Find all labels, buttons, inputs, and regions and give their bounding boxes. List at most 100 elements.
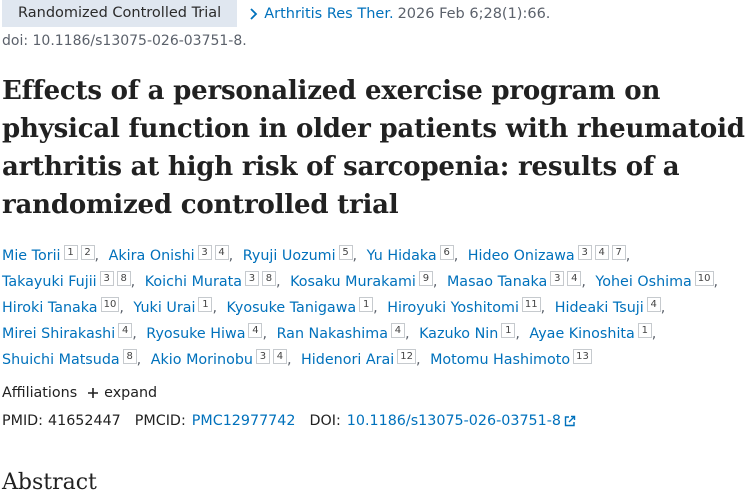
affiliation-number: 8: [261, 271, 276, 286]
affiliation-number: 4: [272, 349, 287, 364]
author: Ryuji Uozumi 5: [242, 245, 362, 264]
affiliation-number: 4: [118, 323, 133, 338]
author-name[interactable]: Kazuko Nin: [419, 326, 499, 342]
affiliation-number: 10: [694, 271, 714, 286]
affiliation-number: 13: [573, 349, 592, 364]
identifiers: PMID: 41652447 PMCID: PMC12977742 DOI: 1…: [2, 413, 576, 429]
affiliation-number: 4: [594, 245, 609, 260]
affiliations-toggle[interactable]: Affiliations expand: [2, 385, 157, 401]
affiliation-number: 8: [122, 349, 137, 364]
article-title: Effects of a personalized exercise progr…: [2, 76, 745, 220]
affiliation-number: 4: [214, 245, 229, 260]
author-name[interactable]: Kyosuke Tanigawa: [226, 300, 357, 316]
author: Motomu Hashimoto 13: [430, 349, 592, 368]
author-name[interactable]: Motomu Hashimoto: [430, 352, 571, 368]
affiliation-number: 4: [646, 297, 661, 312]
affiliation-number: 4: [390, 323, 405, 338]
affiliation-number: 3: [550, 271, 565, 286]
author: Hiroki Tanaka 10: [2, 297, 129, 316]
affiliation-number: 3: [255, 349, 270, 364]
affiliation-number: 1: [63, 245, 78, 260]
external-link-icon: [564, 415, 576, 427]
author-name[interactable]: Yohei Oshima: [595, 274, 692, 290]
citation-bar: Randomized Controlled Trial Arthritis Re…: [2, 0, 550, 27]
author: Kyosuke Tanigawa 1: [226, 297, 383, 316]
author-name[interactable]: Hideaki Tsuji: [554, 300, 644, 316]
author: Masao Tanaka 3 4: [446, 271, 591, 290]
doi-label: DOI:: [309, 413, 341, 429]
affiliation-number: 3: [244, 271, 259, 286]
author: Takayuki Fujii 3 8: [2, 271, 140, 290]
affiliations-label: Affiliations: [2, 385, 78, 401]
author: Kosaku Murakami 9: [290, 271, 442, 290]
author-name[interactable]: Hiroyuki Yoshitomi: [387, 300, 519, 316]
expand-label: expand: [104, 385, 158, 401]
author-name[interactable]: Akio Morinobu: [150, 352, 253, 368]
author-name[interactable]: Hideo Onizawa: [467, 248, 575, 264]
author: Ran Nakashima 4: [276, 323, 415, 342]
pmid: 41652447: [48, 413, 121, 429]
author-name[interactable]: Ran Nakashima: [276, 326, 388, 342]
chevron-icon: [250, 7, 258, 20]
author: Ayae Kinoshita 1: [529, 323, 661, 342]
affiliation-number: 7: [611, 245, 626, 260]
affiliation-number: 5: [338, 245, 353, 260]
affiliation-number: 3: [197, 245, 212, 260]
affiliation-number: 2: [80, 245, 95, 260]
author: Mie Torii 1 2: [2, 245, 104, 264]
author-name[interactable]: Ayae Kinoshita: [529, 326, 635, 342]
author-name[interactable]: Hiroki Tanaka: [2, 300, 98, 316]
author-name[interactable]: Akira Onishi: [108, 248, 195, 264]
plus-icon: [88, 388, 99, 398]
author-name[interactable]: Koichi Murata: [144, 274, 242, 290]
author-name[interactable]: Kosaku Murakami: [290, 274, 416, 290]
author-name[interactable]: Mirei Shirakashi: [2, 326, 116, 342]
article-type-badge: Randomized Controlled Trial: [2, 0, 238, 27]
affiliation-number: 8: [116, 271, 131, 286]
journal-link[interactable]: Arthritis Res Ther.: [249, 5, 394, 22]
affiliation-number: 1: [359, 297, 374, 312]
author: Akio Morinobu 3 4: [150, 349, 297, 368]
author: Ryosuke Hiwa 4: [146, 323, 272, 342]
author: Mirei Shirakashi 4: [2, 323, 142, 342]
affiliation-number: 1: [637, 323, 652, 338]
affiliation-number: 6: [439, 245, 454, 260]
affiliation-number: 3: [577, 245, 592, 260]
doi-link[interactable]: 10.1186/s13075-026-03751-8: [346, 413, 561, 429]
affiliation-number: 3: [99, 271, 114, 286]
author: Akira Onishi 3 4: [108, 245, 238, 264]
journal-name: Arthritis Res Ther.: [264, 5, 394, 22]
author-name[interactable]: Hidenori Arai: [301, 352, 395, 368]
author: Yohei Oshima 10: [595, 271, 723, 290]
affiliation-number: 10: [100, 297, 120, 312]
author: Yu Hidaka 6: [366, 245, 463, 264]
publication-date: 2026 Feb 6;28(1):66.: [397, 5, 551, 22]
affiliation-number: 12: [397, 349, 416, 364]
author: Hiroyuki Yoshitomi 11: [387, 297, 550, 316]
author-name[interactable]: Masao Tanaka: [446, 274, 548, 290]
author: Kazuko Nin 1: [419, 323, 525, 342]
pmid-label: PMID:: [2, 413, 43, 429]
author-name[interactable]: Shuichi Matsuda: [2, 352, 120, 368]
citation-doi: doi: 10.1186/s13075-026-03751-8.: [2, 33, 247, 49]
pmcid-label: PMCID:: [134, 413, 186, 429]
author-name[interactable]: Yuki Urai: [133, 300, 196, 316]
author: Yuki Urai 1: [133, 297, 222, 316]
author: Hideo Onizawa 3 4 7: [467, 245, 635, 264]
author-name[interactable]: Yu Hidaka: [366, 248, 437, 264]
affiliation-number: 1: [501, 323, 516, 338]
author-name[interactable]: Ryuji Uozumi: [242, 248, 336, 264]
affiliation-number: 4: [567, 271, 582, 286]
affiliation-number: 1: [198, 297, 213, 312]
author-name[interactable]: Ryosuke Hiwa: [146, 326, 246, 342]
affiliation-number: 11: [521, 297, 541, 312]
abstract-heading: Abstract: [2, 470, 97, 495]
author-name[interactable]: Mie Torii: [2, 248, 61, 264]
pmcid-link[interactable]: PMC12977742: [191, 413, 296, 429]
author-name[interactable]: Takayuki Fujii: [2, 274, 97, 290]
author: Shuichi Matsuda 8: [2, 349, 146, 368]
affiliation-number: 9: [418, 271, 433, 286]
